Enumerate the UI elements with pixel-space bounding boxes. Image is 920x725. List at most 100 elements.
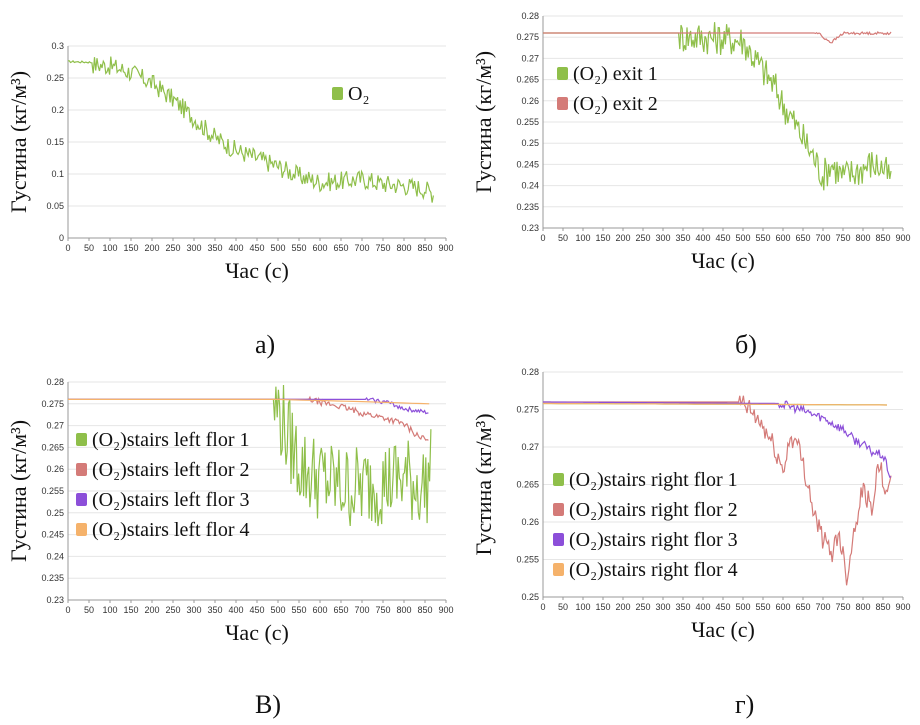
x-tick-label: 100 [575,233,590,243]
y-tick-label: 0.235 [41,573,64,583]
y-tick-label: 0.265 [516,480,539,490]
x-tick-label: 750 [375,605,390,615]
y-tick-label: 0.25 [46,508,64,518]
x-tick-label: 200 [615,233,630,243]
x-tick-label: 0 [540,602,545,612]
x-tick-label: 800 [855,602,870,612]
x-tick-label: 600 [775,602,790,612]
x-tick-label: 750 [375,243,390,253]
series-line-3 [543,400,892,479]
y-tick-label: 0.28 [521,11,539,21]
x-tick-label: 800 [396,243,411,253]
x-tick-label: 400 [695,602,710,612]
x-tick-label: 50 [84,605,94,615]
y-tick-label: 0.25 [521,592,539,602]
x-tick-label: 650 [795,233,810,243]
x-tick-label: 400 [228,605,243,615]
x-tick-label: 0 [65,243,70,253]
y-tick-label: 0.275 [41,399,64,409]
y-axis-label: Густина (кг/м³) [471,51,496,193]
legend-label: (O₂)stairs right flor 1 [569,469,738,491]
y-tick-label: 0.3 [51,41,64,51]
x-tick-label: 650 [795,602,810,612]
x-tick-label: 550 [291,243,306,253]
y-tick-label: 0.255 [41,486,64,496]
chart-a-svg: 0 0.05 0.1 0.15 0.2 0.25 0.3 0 50 100 150 200 250 300… [6,41,454,283]
x-tick-label: 500 [270,243,285,253]
x-tick-label: 800 [396,605,411,615]
x-tick-label: 450 [715,233,730,243]
x-tick-label: 300 [655,233,670,243]
x-tick-label: 750 [835,602,850,612]
x-tick-label: 250 [165,605,180,615]
y-tick-label: 0.275 [516,32,539,42]
x-tick-label: 150 [123,605,138,615]
series-line-4 [543,402,888,406]
x-tick-label: 0 [65,605,70,615]
x-tick-label: 100 [102,605,117,615]
x-tick-label: 450 [249,605,264,615]
legend-swatch [553,533,564,546]
x-tick-label: 650 [333,243,348,253]
x-tick-label: 400 [695,233,710,243]
x-tick-label: 700 [815,233,830,243]
series-line-2 [543,30,892,44]
x-tick-label: 700 [354,605,369,615]
chart-g: 0.25 0.255 0.26 0.265 0.27 0.275 0.28 0 50 100 150… [465,360,920,660]
y-tick-label: 0.25 [521,138,539,148]
legend-label: (O₂)stairs right flor 3 [569,529,738,551]
legend-swatch [557,67,568,80]
y-tick-label: 0.25 [46,73,64,83]
x-tick-label: 50 [558,233,568,243]
legend-label: (O₂)stairs left flor 1 [92,429,249,451]
x-tick-label: 900 [895,233,910,243]
y-axis-label: Густина (кг/м³) [471,413,496,555]
y-tick-label: 0.26 [521,96,539,106]
x-tick-label: 550 [755,602,770,612]
y-tick-label: 0.265 [41,442,64,452]
x-tick-label: 450 [715,602,730,612]
y-tick-label: 0.24 [46,551,64,561]
x-tick-label: 900 [438,243,453,253]
x-axis-label: Час (с) [691,248,755,273]
x-tick-label: 850 [417,605,432,615]
legend-swatch [553,503,564,516]
y-axis-label: Густина (кг/м³) [6,71,31,213]
x-tick-label: 500 [735,233,750,243]
legend-swatch [553,563,564,576]
x-tick-label: 300 [186,605,201,615]
y-tick-label: 0.27 [46,421,64,431]
x-tick-label: 400 [228,243,243,253]
x-tick-label: 250 [635,602,650,612]
y-tick-label: 0.23 [521,223,539,233]
y-tick-label: 0 [59,233,64,243]
y-tick-label: 0.27 [521,442,539,452]
legend-swatch [332,87,343,100]
x-tick-label: 550 [755,233,770,243]
x-tick-label: 450 [249,243,264,253]
series-line-1 [68,56,434,203]
x-tick-label: 750 [835,233,850,243]
x-tick-label: 600 [775,233,790,243]
x-tick-label: 250 [635,233,650,243]
x-tick-label: 850 [875,233,890,243]
x-axis-label: Час (с) [691,617,755,642]
x-tick-label: 350 [207,605,222,615]
y-tick-label: 0.255 [516,117,539,127]
x-tick-label: 900 [438,605,453,615]
caption-v: В) [255,690,281,719]
y-tick-label: 0.255 [516,555,539,565]
x-tick-label: 600 [312,605,327,615]
x-tick-label: 700 [354,243,369,253]
y-tick-label: 0.26 [521,517,539,527]
x-tick-label: 150 [123,243,138,253]
x-tick-label: 500 [270,605,285,615]
x-tick-label: 100 [575,602,590,612]
x-tick-label: 900 [895,602,910,612]
x-tick-label: 850 [875,602,890,612]
y-tick-label: 0.23 [46,595,64,605]
legend-label: (O₂)stairs left flor 4 [92,519,249,541]
y-tick-label: 0.275 [516,405,539,415]
chart-v-svg: 0.23 0.235 0.24 0.245 0.25 0.255 0.26 0.265 0.27… [6,377,454,645]
x-tick-label: 300 [655,602,670,612]
